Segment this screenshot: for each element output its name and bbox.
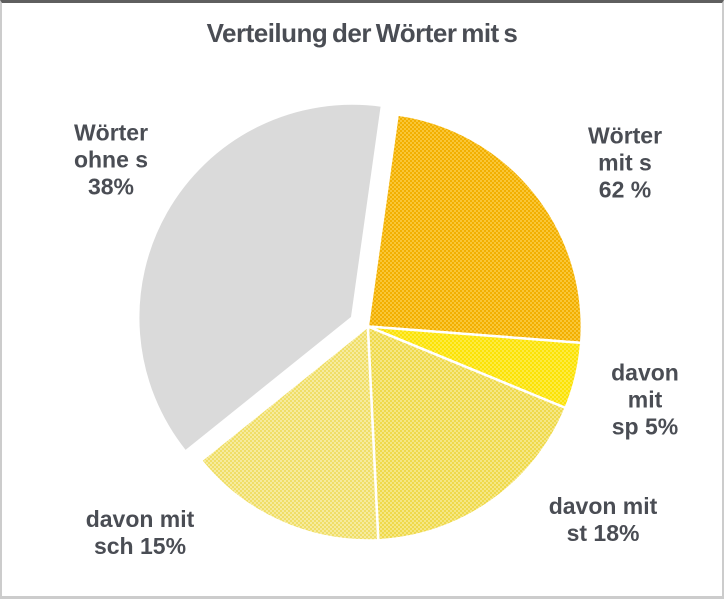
pie-slice-sch — [199, 325, 380, 542]
pie-slice-st — [366, 325, 567, 542]
pie-slice-ohne-s — [136, 102, 384, 453]
chart-title: Verteilung der Wörter mit s — [206, 18, 518, 48]
pie-slice-mit-s — [366, 113, 584, 345]
